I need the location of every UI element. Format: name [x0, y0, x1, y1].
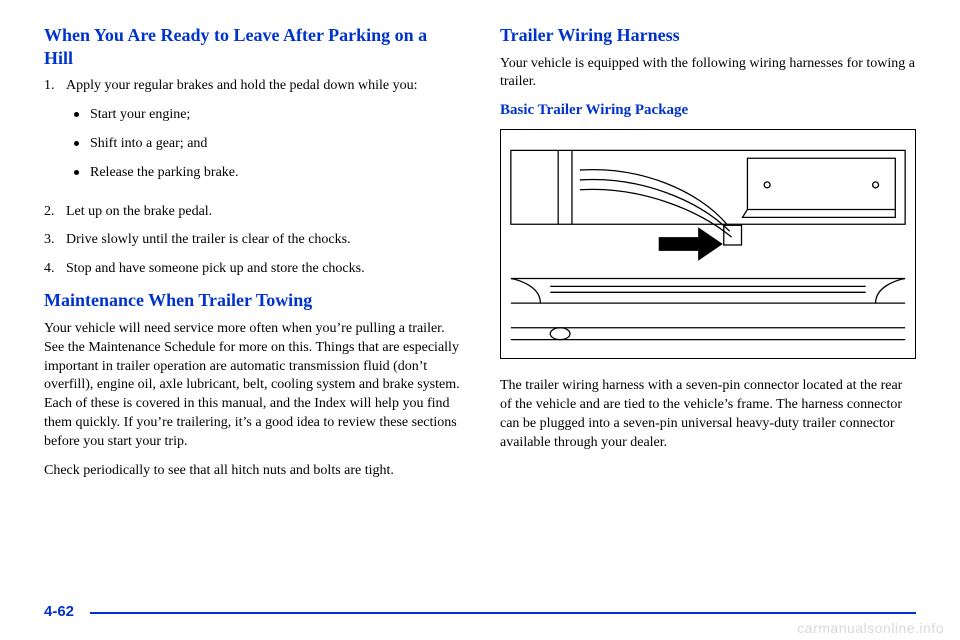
step-3-number: 3. — [44, 231, 66, 250]
wiring-desc-para: The trailer wiring harness with a seven-… — [500, 377, 916, 453]
left-column: When You Are Ready to Leave After Parkin… — [44, 24, 460, 491]
maintenance-para-2: Check periodically to see that all hitch… — [44, 462, 460, 481]
subheading-basic-package: Basic Trailer Wiring Package — [500, 102, 916, 119]
heading-maintenance: Maintenance When Trailer Towing — [44, 289, 460, 312]
step-3-text: Drive slowly until the trailer is clear … — [66, 231, 351, 250]
step-2-number: 2. — [44, 203, 66, 222]
heading-trailer-wiring: Trailer Wiring Harness — [500, 24, 916, 47]
page-number: 4-62 — [44, 603, 74, 620]
wiring-diagram-svg — [501, 130, 915, 358]
bullet-start-engine: Start your engine; — [90, 106, 460, 125]
step-1-text: Apply your regular brakes and hold the p… — [66, 77, 460, 96]
steps-list: 1. Apply your regular brakes and hold th… — [44, 77, 460, 279]
wiring-diagram-figure — [500, 129, 916, 359]
heading-leave-hill: When You Are Ready to Leave After Parkin… — [44, 24, 460, 69]
step-1-number: 1. — [44, 77, 66, 193]
watermark-text: carmanualsonline.info — [797, 620, 944, 636]
bullet-release-brake: Release the parking brake. — [90, 164, 460, 183]
step-4-text: Stop and have someone pick up and store … — [66, 260, 365, 279]
sub-bullets: Start your engine; Shift into a gear; an… — [66, 106, 460, 183]
bullet-shift-gear: Shift into a gear; and — [90, 135, 460, 154]
maintenance-para-1: Your vehicle will need service more ofte… — [44, 320, 460, 452]
right-column: Trailer Wiring Harness Your vehicle is e… — [500, 24, 916, 491]
step-2-text: Let up on the brake pedal. — [66, 203, 212, 222]
footer-rule — [90, 612, 916, 614]
wiring-intro-para: Your vehicle is equipped with the follow… — [500, 55, 916, 93]
step-4-number: 4. — [44, 260, 66, 279]
